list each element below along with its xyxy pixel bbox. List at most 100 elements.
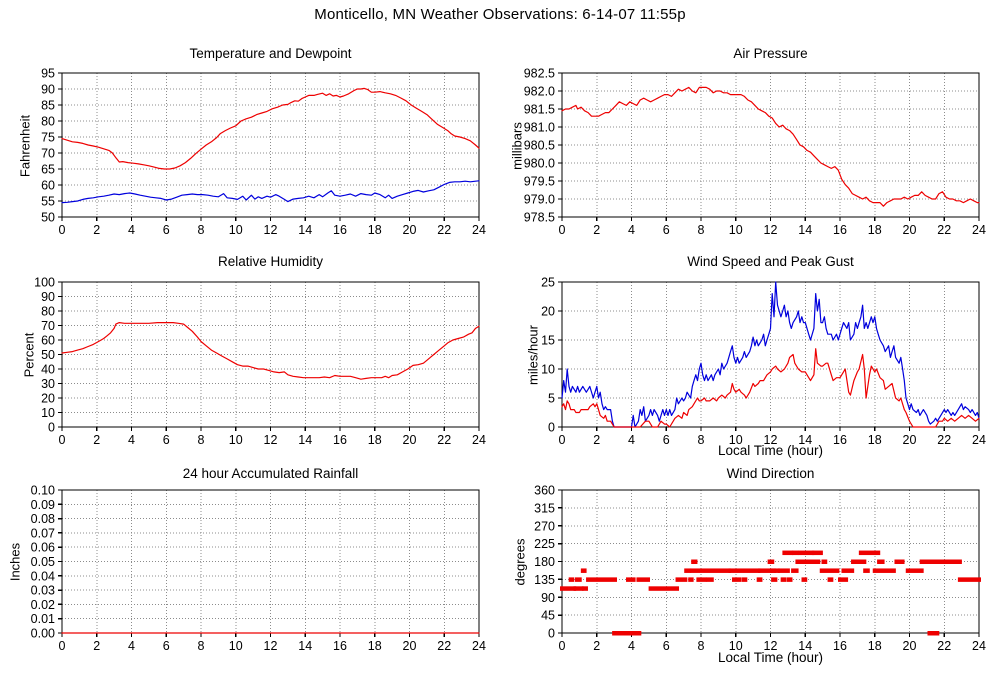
wind-direction-marker bbox=[957, 577, 981, 582]
wind-direction-marker bbox=[758, 568, 774, 573]
wind-direction-marker bbox=[819, 568, 840, 573]
y-tick-label: 981.5 bbox=[524, 103, 555, 117]
x-tick-label: 24 bbox=[972, 433, 986, 447]
wind-direction-marker bbox=[728, 568, 761, 573]
wind-direction-marker bbox=[582, 586, 588, 591]
x-tick-label: 20 bbox=[903, 433, 917, 447]
wind-direction-marker bbox=[931, 559, 962, 564]
wind-direction-marker bbox=[688, 577, 694, 582]
chart-title-rainfall: 24 hour Accumulated Rainfall bbox=[182, 466, 359, 481]
rainfall-plot: 0 2 4 6 8 10 12 14 16 18 20 22 240.000.010.020.030.0… bbox=[31, 484, 486, 654]
wind-direction-marker bbox=[804, 559, 816, 564]
wind-direction-marker bbox=[838, 577, 849, 582]
x-tick-label: 24 bbox=[972, 639, 986, 653]
wind-direction-marker bbox=[851, 559, 867, 564]
x-tick-label: 10 bbox=[229, 639, 243, 653]
x-tick-label: 2 bbox=[93, 433, 100, 447]
wind-direction-marker bbox=[773, 568, 780, 573]
wind-direction-marker bbox=[648, 586, 680, 591]
wind-direction-marker bbox=[568, 577, 575, 582]
x-axis-label-wind-direction: Local Time (hour) bbox=[717, 650, 824, 665]
wind-direction-marker bbox=[795, 559, 805, 564]
wind-direction-marker bbox=[786, 577, 793, 582]
x-tick-label: 12 bbox=[764, 223, 778, 237]
y-tick-label: 15 bbox=[541, 334, 555, 348]
x-tick-label: 10 bbox=[229, 223, 243, 237]
y-tick-label: 979.5 bbox=[524, 175, 555, 189]
x-tick-label: 16 bbox=[833, 639, 847, 653]
y-tick-label: 20 bbox=[541, 305, 555, 319]
x-tick-label: 0 bbox=[59, 639, 66, 653]
y-tick-label: 315 bbox=[534, 501, 555, 515]
wind-direction-marker bbox=[696, 577, 707, 582]
wind-direction-marker bbox=[612, 631, 637, 636]
y-tick-label: 100 bbox=[34, 276, 55, 290]
plot-frame bbox=[61, 72, 480, 218]
x-tick-label: 24 bbox=[472, 433, 486, 447]
y-tick-label: 360 bbox=[534, 484, 555, 498]
x-tick-label: 24 bbox=[472, 223, 486, 237]
y-tick-label: 0.02 bbox=[31, 598, 55, 612]
plot-frame bbox=[561, 281, 980, 428]
plot-frame bbox=[561, 489, 980, 634]
y-tick-label: 50 bbox=[41, 348, 55, 362]
wind-direction-marker bbox=[771, 577, 778, 582]
x-tick-label: 6 bbox=[663, 639, 670, 653]
relative-humidity-line bbox=[61, 321, 480, 380]
wind-direction-marker bbox=[586, 577, 617, 582]
wind-direction-marker bbox=[633, 631, 642, 636]
y-tick-label: 981.0 bbox=[524, 121, 555, 135]
x-tick-label: 16 bbox=[333, 223, 347, 237]
y-tick-label: 25 bbox=[541, 276, 555, 290]
x-tick-label: 14 bbox=[798, 223, 812, 237]
x-tick-label: 18 bbox=[368, 433, 382, 447]
y-tick-label: 70 bbox=[41, 319, 55, 333]
x-tick-label: 8 bbox=[198, 223, 205, 237]
y-tick-label: 65 bbox=[41, 163, 55, 177]
x-tick-label: 8 bbox=[198, 639, 205, 653]
y-tick-label: 80 bbox=[41, 305, 55, 319]
wind-direction-plot: 0 2 4 6 8 10 12 14 16 18 20 22 240459013518022527031… bbox=[534, 484, 986, 654]
x-tick-label: 6 bbox=[163, 223, 170, 237]
x-tick-label: 2 bbox=[593, 223, 600, 237]
x-tick-label: 8 bbox=[698, 433, 705, 447]
wind-direction-marker bbox=[798, 550, 815, 556]
x-tick-label: 10 bbox=[729, 639, 743, 653]
x-tick-label: 18 bbox=[868, 433, 882, 447]
temperature-line bbox=[61, 87, 480, 170]
x-tick-label: 10 bbox=[729, 433, 743, 447]
wind-direction-marker bbox=[858, 550, 881, 556]
wind-direction-marker bbox=[741, 577, 748, 582]
y-tick-label: 80 bbox=[41, 115, 55, 129]
y-tick-label: 50 bbox=[41, 211, 55, 225]
x-tick-label: 0 bbox=[559, 223, 566, 237]
x-axis-label-wind-speed: Local Time (hour) bbox=[717, 443, 824, 458]
x-tick-label: 2 bbox=[93, 639, 100, 653]
y-tick-label: 10 bbox=[541, 363, 555, 377]
y-tick-label: 5 bbox=[548, 392, 555, 406]
y-tick-label: 135 bbox=[534, 573, 555, 587]
wind-direction-marker bbox=[877, 559, 885, 564]
x-tick-label: 4 bbox=[628, 223, 635, 237]
x-tick-label: 20 bbox=[903, 223, 917, 237]
x-tick-label: 22 bbox=[937, 433, 951, 447]
y-tick-label: 10 bbox=[41, 406, 55, 420]
wind-direction-marker bbox=[780, 577, 787, 582]
page-title: Monticello, MN Weather Observations: 6-1… bbox=[314, 6, 686, 23]
x-tick-label: 12 bbox=[264, 639, 278, 653]
x-tick-label: 12 bbox=[264, 223, 278, 237]
y-tick-label: 60 bbox=[41, 179, 55, 193]
wind-direction-marker bbox=[756, 577, 763, 582]
wind-direction-marker bbox=[767, 559, 775, 564]
y-tick-label: 0.03 bbox=[31, 584, 55, 598]
y-tick-label: 0.06 bbox=[31, 541, 55, 555]
chart-wind-speed: 0 2 4 6 8 10 12 14 16 18 20 22 24 0 5 10 15 20 25 Wind Spe… bbox=[500, 248, 1000, 458]
x-tick-label: 14 bbox=[798, 639, 812, 653]
y-tick-label: 90 bbox=[41, 290, 55, 304]
y-tick-label: 980.0 bbox=[524, 157, 555, 171]
chart-temperature-dewpoint: 0 2 4 6 8 10 12 14 16 18 20 22 24 50 55 60 65 70 75 80 85 90 9… bbox=[0, 38, 500, 248]
wind-direction-marker bbox=[770, 568, 776, 573]
y-tick-label: 270 bbox=[534, 519, 555, 533]
